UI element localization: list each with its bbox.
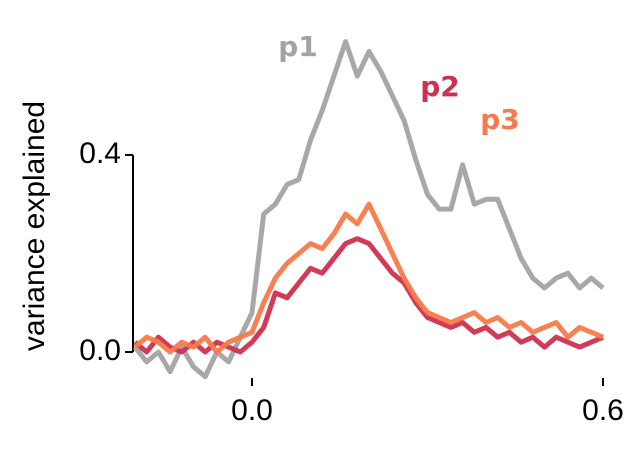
x-tick-label: 0.6 [582, 394, 624, 427]
series-line [133, 201, 604, 355]
y-tick-label: 0.0 [79, 334, 121, 367]
x-tick-label: 0.0 [231, 394, 273, 427]
series-label: p2 [420, 70, 460, 103]
series-label: p1 [278, 30, 318, 63]
series-line [133, 39, 605, 380]
y-tick-label: 0.4 [79, 137, 121, 170]
y-axis-label: variance explained [18, 101, 51, 351]
series-label: p3 [480, 103, 520, 136]
